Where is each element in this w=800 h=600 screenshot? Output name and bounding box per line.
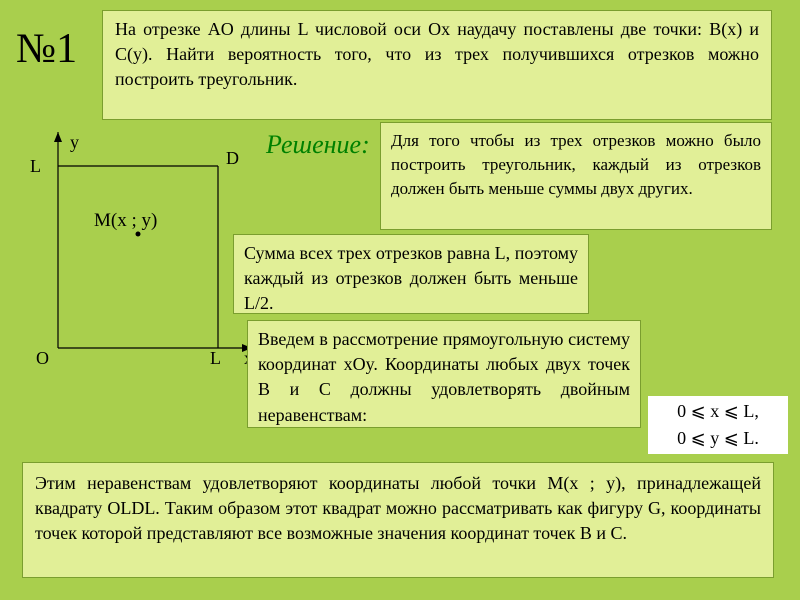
problem-statement: На отрезке AO длины L числовой оси Ox на… <box>102 10 772 120</box>
explanation-4: Этим неравенствам удовлетворяют координа… <box>22 462 774 578</box>
m-point-label: M(x ; y) <box>94 210 157 231</box>
ineq-line-2: 0 ⩽ y ⩽ L. <box>658 425 778 452</box>
solution-heading: Решение: <box>266 130 370 160</box>
explanation-1: Для того чтобы из трех отрезков можно бы… <box>380 122 772 230</box>
d-label: D <box>226 148 239 168</box>
l-left-label: L <box>30 156 41 176</box>
coordinate-diagram: y x L L D O M(x ; y) <box>22 130 262 368</box>
explanation-2: Сумма всех трех отрезков равна L, поэтом… <box>233 234 589 314</box>
l-bottom-label: L <box>210 348 221 368</box>
inequalities-block: 0 ⩽ x ⩽ L, 0 ⩽ y ⩽ L. <box>648 396 788 454</box>
ineq-line-1: 0 ⩽ x ⩽ L, <box>658 398 778 425</box>
explanation-3: Введем в рассмотрение прямоугольную сист… <box>247 320 641 428</box>
o-label: O <box>36 348 49 368</box>
problem-number: №1 <box>16 25 77 73</box>
y-axis-label: y <box>70 132 79 152</box>
